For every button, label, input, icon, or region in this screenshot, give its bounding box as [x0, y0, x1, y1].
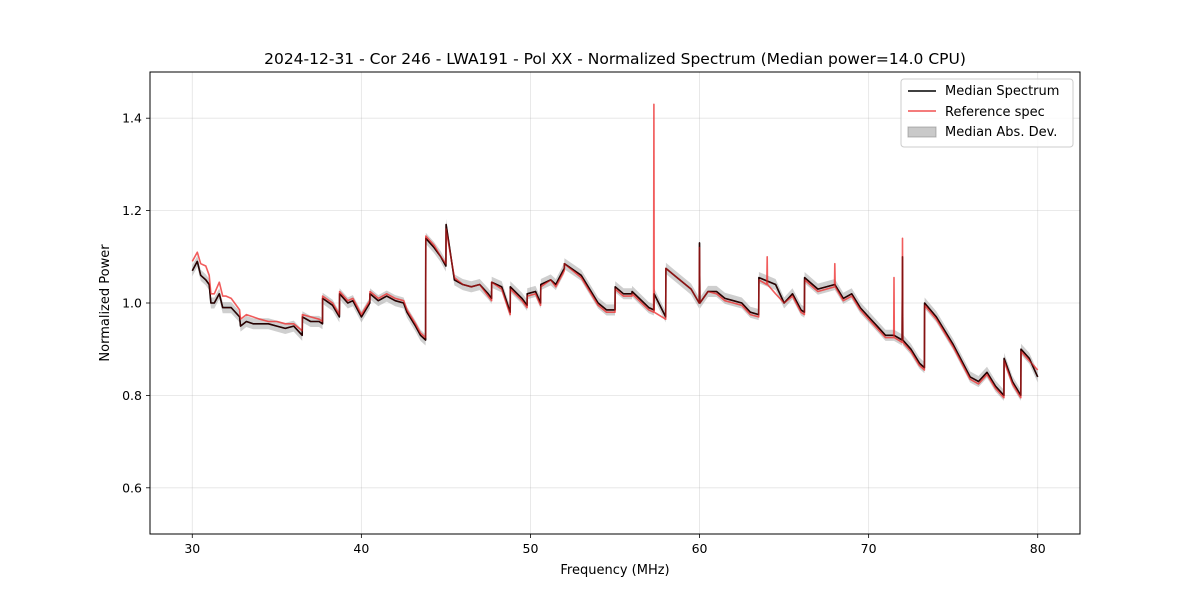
y-tick-label: 1.0 — [122, 296, 142, 311]
x-tick-label: 40 — [353, 541, 369, 556]
y-axis-label: Normalized Power — [98, 244, 113, 362]
x-tick-label: 50 — [523, 541, 539, 556]
legend-swatch-mad — [907, 126, 937, 138]
series-layer — [191, 103, 1039, 399]
x-tick-label: 30 — [184, 541, 200, 556]
y-tick-label: 1.2 — [122, 203, 142, 218]
legend-label-median: Median Spectrum — [945, 84, 1059, 99]
x-tick-label: 80 — [1030, 541, 1046, 556]
chart-title: 2024-12-31 - Cor 246 - LWA191 - Pol XX -… — [264, 50, 966, 68]
legend-box — [900, 78, 1074, 148]
y-tick-label: 0.8 — [122, 388, 142, 403]
series-line-reference — [191, 103, 1039, 399]
x-axis-ticks: 30 40 50 60 70 80 — [184, 534, 1046, 556]
x-tick-label: 70 — [861, 541, 877, 556]
legend: Median Spectrum Reference spec Median Ab… — [900, 78, 1074, 148]
legend-label-reference: Reference spec — [945, 105, 1045, 120]
legend-label-mad: Median Abs. Dev. — [945, 125, 1057, 140]
y-axis-ticks: 0.6 0.8 1.0 1.2 1.4 — [122, 111, 150, 495]
series-line-median-overlay — [191, 223, 1039, 396]
y-tick-label: 0.6 — [122, 480, 142, 495]
x-axis-label: Frequency (MHz) — [560, 563, 669, 578]
y-tick-label: 1.4 — [122, 111, 142, 126]
x-tick-label: 60 — [692, 541, 708, 556]
